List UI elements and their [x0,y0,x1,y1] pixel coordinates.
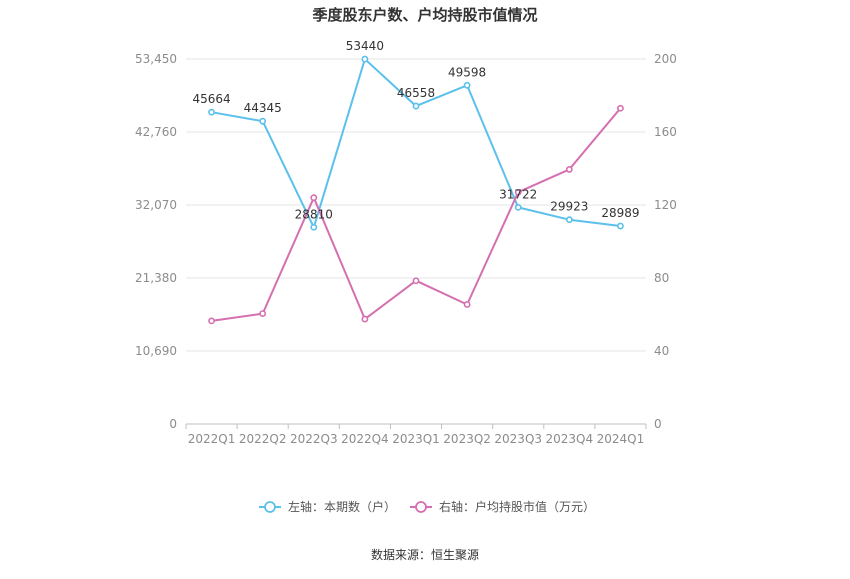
data-point [361,315,369,323]
data-label: 31722 [499,187,537,201]
data-point [463,301,471,308]
left-axis-tick-label: 32,070 [135,198,177,212]
data-point [412,277,420,285]
data-label: 46558 [397,86,435,100]
data-point [514,203,522,211]
source-note: 数据来源：恒生聚源 [371,547,479,562]
x-axis-tick-label: 2024Q1 [597,432,645,446]
data-label: 45664 [192,92,230,106]
data-label: 29923 [550,200,588,214]
right-axis-tick-label: 160 [654,125,677,139]
right-axis-tick-label: 0 [654,417,662,431]
data-point [412,102,420,110]
left-axis-tick-label: 53,450 [135,52,177,66]
x-axis-tick-label: 2023Q3 [494,432,542,446]
left-axis-tick-label: 0 [169,417,177,431]
legend-marker-icon [415,501,427,513]
x-axis-tick-label: 2023Q2 [443,432,491,446]
data-label: 44345 [244,101,282,115]
legend-label: 左轴：本期数（户） [288,499,396,514]
data-point [463,81,471,89]
data-label: 28810 [295,207,333,221]
right-axis-tick-label: 80 [654,271,669,285]
data-point [565,166,573,173]
data-point [361,55,369,63]
data-label-layer: 45664 44345 28810 53440 46558 49598 31722 29923… [192,39,639,221]
data-point [259,310,267,317]
legend-label: 右轴：户均持股市值（万元） [439,499,595,514]
left-axis-tick-label: 10,690 [135,344,177,358]
data-label: 49598 [448,65,486,79]
data-point [208,317,215,325]
data-point [310,223,318,231]
data-label: 53440 [346,39,384,53]
data-point [259,117,267,125]
right-axis-tick-label: 120 [654,198,677,212]
chart-title: 季度股东户数、户均持股市值情况 [312,6,537,24]
legend-marker-icon [264,501,276,513]
x-axis-tick-label: 2022Q3 [290,432,338,446]
data-point [310,194,318,202]
legend: 左轴：本期数（户） 右轴：户均持股市值（万元） [259,499,595,514]
left-axis-tick-label: 42,760 [135,125,177,139]
axis-layer: 0 0 10,690 40 21,380 80 32,070 120 42,760 160 53,4… [135,52,677,446]
data-point [565,216,573,224]
grid-layer [186,58,646,352]
x-axis-tick-label: 2022Q2 [239,432,287,446]
right-axis-tick-label: 200 [654,52,677,66]
data-point [514,188,522,196]
data-point [208,108,215,116]
x-axis-tick-label: 2023Q1 [392,432,440,446]
series-layer [208,55,624,325]
right-axis-tick-label: 40 [654,344,669,358]
x-axis-tick-label: 2022Q4 [341,432,389,446]
left-axis-tick-label: 21,380 [135,271,177,285]
x-axis-tick-label: 2022Q1 [188,432,236,446]
x-axis-tick-label: 2023Q4 [546,432,594,446]
data-point [617,104,624,112]
data-point [617,222,624,230]
data-label: 28989 [601,206,639,220]
